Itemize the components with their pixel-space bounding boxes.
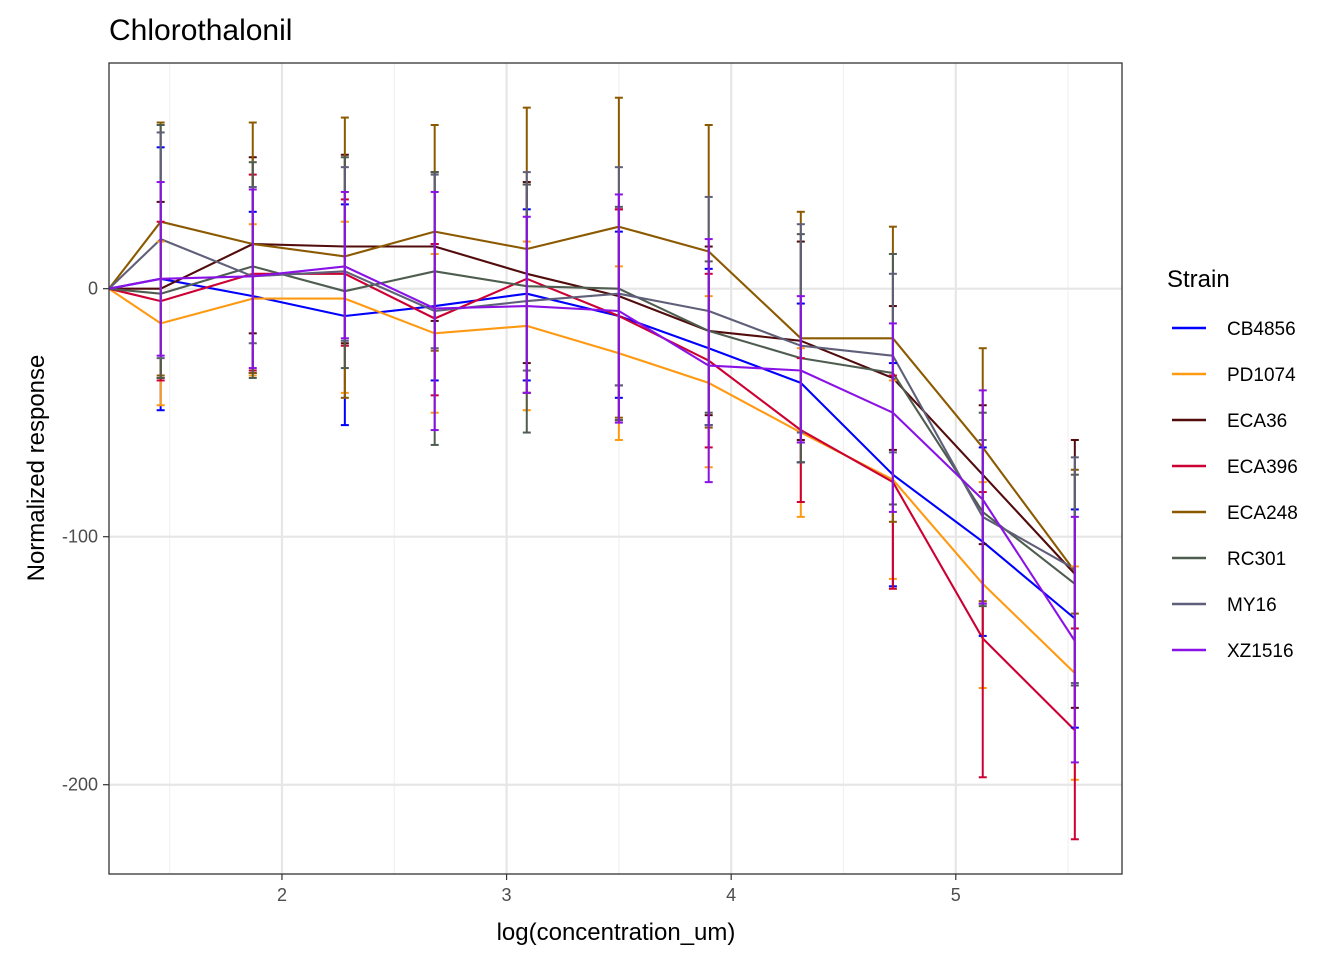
legend-label: ECA396	[1227, 457, 1298, 478]
legend-label: PD1074	[1227, 365, 1296, 386]
error-bars	[156, 96, 1079, 841]
x-tick-label: 4	[726, 885, 736, 905]
series-line-my16	[108, 238, 1076, 570]
legend-label: XZ1516	[1227, 641, 1294, 662]
legend-item-pd1074: PD1074	[1172, 365, 1296, 386]
y-tick-label: -200	[62, 775, 98, 795]
legend-item-my16: MY16	[1172, 595, 1277, 616]
plot-panel-background	[109, 63, 1122, 874]
series-line-xz1516	[108, 265, 1076, 642]
chart-title: Chlorothalonil	[109, 14, 292, 47]
legend-item-xz1516: XZ1516	[1172, 641, 1294, 662]
y-axis-title: Normalized response	[23, 355, 50, 582]
legend-label: MY16	[1227, 595, 1277, 616]
legend-item-rc301: RC301	[1172, 549, 1286, 570]
legend-items: CB4856 PD1074 ECA36 ECA396 ECA248 RC301 MY16 XZ…	[1172, 319, 1298, 662]
series-line-eca248	[108, 220, 1076, 573]
y-axis: 0 -100 -200	[62, 279, 109, 795]
series-line-eca36	[109, 242, 1076, 575]
legend-label: ECA36	[1227, 411, 1287, 432]
plot-panel-border	[108, 62, 1123, 875]
legend-label: RC301	[1227, 549, 1286, 570]
x-axis-title: log(concentration_um)	[497, 919, 736, 946]
x-tick-label: 3	[502, 885, 512, 905]
legend-item-eca36: ECA36	[1172, 411, 1287, 432]
legend-item-eca248: ECA248	[1172, 503, 1298, 524]
series-line-cb4856	[108, 277, 1076, 620]
series-lines	[108, 220, 1076, 731]
x-axis: 2 3 4 5	[277, 874, 961, 905]
y-tick-label: -100	[62, 527, 98, 547]
x-tick-label: 2	[277, 885, 287, 905]
x-tick-label: 5	[951, 885, 961, 905]
legend-item-eca396: ECA396	[1172, 457, 1298, 478]
series-line-pd1074	[108, 287, 1076, 674]
y-tick-label: 0	[88, 279, 98, 299]
legend: Strain CB4856 PD1074 ECA36 ECA396 ECA248 RC30…	[1167, 266, 1298, 662]
legend-label: CB4856	[1227, 319, 1296, 340]
legend-item-cb4856: CB4856	[1172, 319, 1296, 340]
legend-title: Strain	[1167, 266, 1230, 293]
legend-label: ECA248	[1227, 503, 1298, 524]
